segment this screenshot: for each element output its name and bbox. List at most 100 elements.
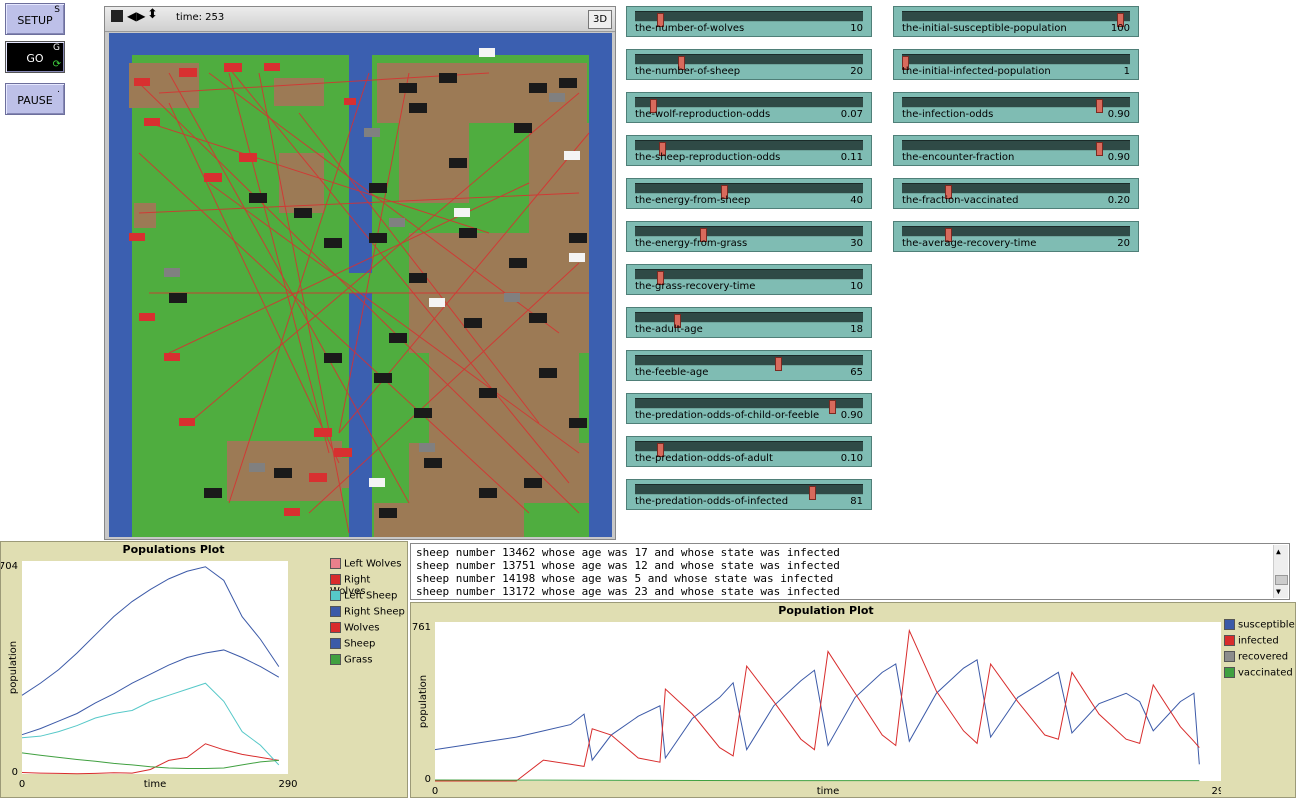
- y-tick-label-max: 761: [412, 622, 431, 633]
- slider-the-number-of-wolves[interactable]: the-number-of-wolves 10: [626, 6, 872, 37]
- slider-thumb[interactable]: [1117, 13, 1124, 27]
- slider-value: 0.90: [840, 410, 863, 421]
- slider-thumb[interactable]: [673, 314, 681, 328]
- population-plot-chart: 761 00 290 time population: [412, 622, 1221, 797]
- slider-track[interactable]: [635, 140, 863, 156]
- output-scrollbar[interactable]: ▲ ▼: [1273, 545, 1288, 598]
- up-down-arrows-icon[interactable]: ⬍: [147, 7, 158, 22]
- y-axis-label: population: [8, 641, 19, 694]
- slider-the-initial-infected-population[interactable]: the-initial-infected-population 1: [893, 49, 1139, 80]
- scroll-up-arrow-icon[interactable]: ▲: [1276, 547, 1281, 556]
- slider-the-predation-odds-of-infected[interactable]: the-predation-odds-of-infected 81: [626, 479, 872, 510]
- slider-thumb[interactable]: [721, 185, 728, 199]
- output-area[interactable]: sheep number 13462 whose age was 17 and …: [410, 543, 1290, 600]
- slider-track[interactable]: [902, 226, 1130, 242]
- slider-the-predation-odds-of-child-or-feeble[interactable]: the-predation-odds-of-child-or-feeble 0.9…: [626, 393, 872, 424]
- slider-thumb[interactable]: [658, 142, 666, 156]
- pause-button[interactable]: PAUSE .: [5, 83, 65, 115]
- slider-track[interactable]: [902, 183, 1130, 199]
- slider-track[interactable]: [902, 97, 1130, 113]
- slider-the-energy-from-grass[interactable]: the-energy-from-grass 30: [626, 221, 872, 252]
- slider-thumb[interactable]: [945, 185, 952, 199]
- slider-thumb[interactable]: [699, 228, 707, 242]
- slider-track[interactable]: [902, 140, 1130, 156]
- series-line-left-sheep: [21, 682, 280, 766]
- slider-thumb[interactable]: [809, 486, 817, 500]
- slider-value: 30: [850, 238, 863, 249]
- slider-track[interactable]: [635, 269, 863, 285]
- slider-label: the-fraction-vaccinated: [902, 195, 1019, 206]
- slider-thumb[interactable]: [656, 13, 664, 27]
- slider-track[interactable]: [635, 54, 863, 70]
- legend-item: recovered: [1224, 651, 1288, 663]
- slider-the-energy-from-sheep[interactable]: the-energy-from-sheep 40: [626, 178, 872, 209]
- slider-value: 10: [850, 281, 863, 292]
- scroll-down-arrow-icon[interactable]: ▼: [1276, 587, 1281, 596]
- go-button[interactable]: GO G ⟳: [5, 41, 65, 73]
- legend-label: Sheep: [344, 638, 376, 650]
- setup-button[interactable]: SETUP S: [5, 3, 65, 35]
- slider-track[interactable]: [902, 11, 1130, 27]
- slider-the-infection-odds[interactable]: the-infection-odds 0.90: [893, 92, 1139, 123]
- population-plot-panel: Population Plot 761 00 290 time population s…: [410, 602, 1296, 798]
- slider-thumb[interactable]: [656, 271, 664, 285]
- slider-value: 18: [850, 324, 863, 335]
- slider-the-predation-odds-of-adult[interactable]: the-predation-odds-of-adult 0.10: [626, 436, 872, 467]
- slider-thumb[interactable]: [678, 56, 685, 70]
- plot-area: [22, 561, 288, 774]
- slider-thumb[interactable]: [650, 99, 658, 113]
- go-label: GO: [26, 52, 44, 65]
- slider-the-encounter-fraction[interactable]: the-encounter-fraction 0.90: [893, 135, 1139, 166]
- slider-label: the-feeble-age: [635, 367, 709, 378]
- world-canvas[interactable]: [109, 33, 612, 537]
- slider-thumb[interactable]: [828, 400, 836, 414]
- slider-label: the-predation-odds-of-infected: [635, 496, 789, 507]
- slider-thumb[interactable]: [1095, 142, 1103, 156]
- slider-thumb[interactable]: [902, 56, 909, 70]
- slider-label: the-infection-odds: [902, 109, 994, 120]
- scroll-thumb[interactable]: [1275, 575, 1288, 585]
- slider-track[interactable]: [902, 54, 1130, 70]
- legend-label: susceptible: [1238, 619, 1295, 631]
- slider-the-adult-age[interactable]: the-adult-age 18: [626, 307, 872, 338]
- slider-track[interactable]: [635, 484, 863, 500]
- slider-the-average-recovery-time[interactable]: the-average-recovery-time 20: [893, 221, 1139, 252]
- slider-track[interactable]: [635, 97, 863, 113]
- population-plot-title: Population Plot: [778, 604, 874, 617]
- slider-label: the-encounter-fraction: [902, 152, 1015, 163]
- legend-label: Right Sheep: [344, 606, 405, 618]
- slider-label: the-sheep-reproduction-odds: [635, 152, 781, 163]
- recovered-sheep: [369, 48, 585, 487]
- slider-label: the-average-recovery-time: [902, 238, 1037, 249]
- slider-thumb[interactable]: [656, 443, 664, 457]
- slider-thumb[interactable]: [774, 357, 782, 371]
- slider-thumb[interactable]: [1095, 99, 1103, 113]
- pause-key: .: [57, 85, 60, 95]
- slider-the-sheep-reproduction-odds[interactable]: the-sheep-reproduction-odds 0.11: [626, 135, 872, 166]
- slider-the-grass-recovery-time[interactable]: the-grass-recovery-time 10: [626, 264, 872, 295]
- slider-the-number-of-sheep[interactable]: the-number-of-sheep 20: [626, 49, 872, 80]
- slider-track[interactable]: [635, 441, 863, 457]
- legend-label: Left Sheep: [344, 590, 398, 602]
- shape-arrows-icon[interactable]: ◀▶: [127, 9, 146, 23]
- slider-thumb[interactable]: [945, 228, 952, 242]
- slider-value: 65: [850, 367, 863, 378]
- slider-the-initial-susceptible-population[interactable]: the-initial-susceptible-population 100: [893, 6, 1139, 37]
- slider-track[interactable]: [635, 355, 863, 371]
- slider-track[interactable]: [635, 312, 863, 328]
- view-3d-button[interactable]: 3D: [588, 10, 612, 29]
- legend-swatch: [1224, 619, 1235, 630]
- slider-track[interactable]: [635, 398, 863, 414]
- slider-the-fraction-vaccinated[interactable]: the-fraction-vaccinated 0.20: [893, 178, 1139, 209]
- legend-item: Grass: [330, 654, 372, 666]
- legend-label: vaccinated: [1238, 667, 1293, 679]
- view-control-icon[interactable]: [111, 10, 123, 22]
- slider-track[interactable]: [635, 226, 863, 242]
- legend-swatch: [1224, 651, 1235, 662]
- slider-track[interactable]: [635, 183, 863, 199]
- slider-the-feeble-age[interactable]: the-feeble-age 65: [626, 350, 872, 381]
- legend-swatch: [330, 654, 341, 665]
- slider-label: the-initial-infected-population: [902, 66, 1051, 77]
- slider-track[interactable]: [635, 11, 863, 27]
- slider-the-wolf-reproduction-odds[interactable]: the-wolf-reproduction-odds 0.07: [626, 92, 872, 123]
